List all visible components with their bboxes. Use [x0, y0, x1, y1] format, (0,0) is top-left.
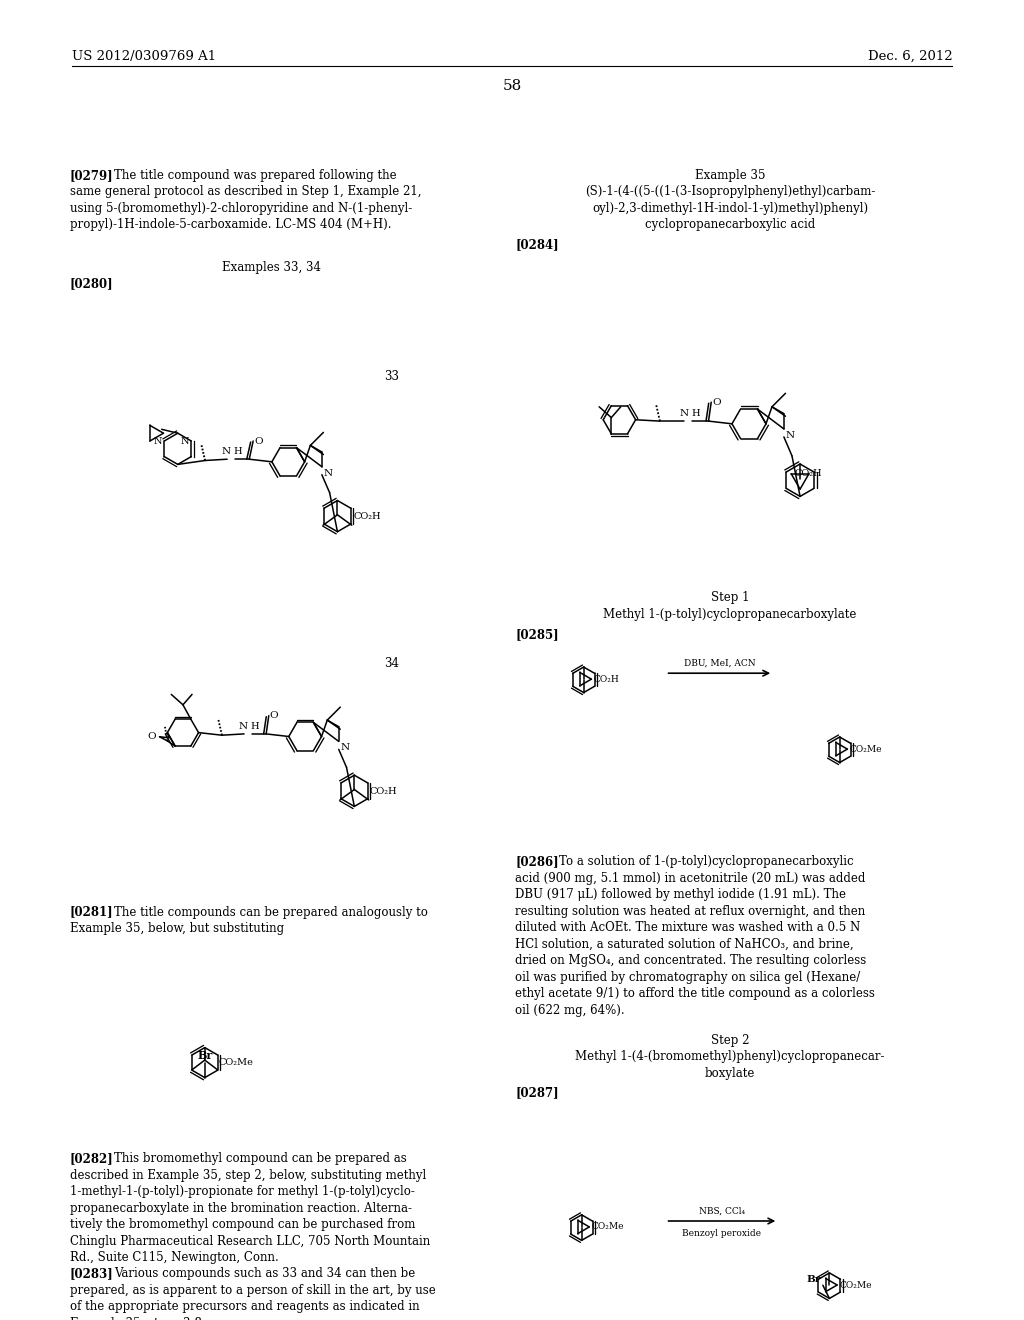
Text: [0280]: [0280]	[70, 277, 114, 290]
Text: This bromomethyl compound can be prepared as: This bromomethyl compound can be prepare…	[114, 1152, 407, 1166]
Text: Dec. 6, 2012: Dec. 6, 2012	[867, 50, 952, 63]
Text: Methyl 1-(4-(bromomethyl)phenyl)cyclopropanecar-: Methyl 1-(4-(bromomethyl)phenyl)cyclopro…	[575, 1051, 885, 1063]
Text: (S)-1-(4-((5-((1-(3-Isopropylphenyl)ethyl)carbam-: (S)-1-(4-((5-((1-(3-Isopropylphenyl)ethy…	[585, 186, 876, 198]
Text: H: H	[233, 447, 242, 457]
Text: using 5-(bromomethyl)-2-chloropyridine and N-(1-phenyl-: using 5-(bromomethyl)-2-chloropyridine a…	[70, 202, 412, 215]
Text: N: N	[181, 437, 189, 446]
Text: cyclopropanecarboxylic acid: cyclopropanecarboxylic acid	[645, 218, 815, 231]
Text: DBU (917 μL) followed by methyl iodide (1.91 mL). The: DBU (917 μL) followed by methyl iodide (…	[515, 888, 846, 902]
Text: prepared, as is apparent to a person of skill in the art, by use: prepared, as is apparent to a person of …	[70, 1283, 435, 1296]
Text: N: N	[221, 447, 230, 457]
Text: DBU, MeI, ACN: DBU, MeI, ACN	[684, 659, 755, 667]
Text: 1-methyl-1-(p-tolyl)-propionate for methyl 1-(p-tolyl)cyclo-: 1-methyl-1-(p-tolyl)-propionate for meth…	[70, 1185, 415, 1199]
Text: CO₂Me: CO₂Me	[839, 1280, 871, 1290]
Text: Benzoyl peroxide: Benzoyl peroxide	[682, 1229, 762, 1238]
Text: propyl)-1H-indole-5-carboxamide. LC-MS 404 (M+H).: propyl)-1H-indole-5-carboxamide. LC-MS 4…	[70, 218, 391, 231]
Text: 33: 33	[384, 370, 399, 383]
Text: CO₂H: CO₂H	[370, 787, 397, 796]
Text: Chinglu Pharmaceutical Research LLC, 705 North Mountain: Chinglu Pharmaceutical Research LLC, 705…	[70, 1234, 430, 1247]
Text: propanecarboxylate in the bromination reaction. Alterna-: propanecarboxylate in the bromination re…	[70, 1201, 412, 1214]
Text: Example 35, below, but substituting: Example 35, below, but substituting	[70, 921, 284, 935]
Text: Example 35: Example 35	[695, 169, 765, 182]
Text: CO₂H: CO₂H	[353, 512, 381, 521]
Text: N: N	[680, 409, 689, 418]
Text: boxylate: boxylate	[705, 1067, 756, 1080]
Text: [0282]: [0282]	[70, 1152, 114, 1166]
Text: CO₂Me: CO₂Me	[591, 1222, 624, 1232]
Text: O: O	[713, 397, 721, 407]
Text: Various compounds such as 33 and 34 can then be: Various compounds such as 33 and 34 can …	[114, 1267, 415, 1280]
Text: N: N	[324, 469, 333, 478]
Text: Step 2: Step 2	[711, 1034, 750, 1047]
Text: NBS, CCl₄: NBS, CCl₄	[698, 1206, 745, 1216]
Text: H: H	[691, 409, 699, 418]
Text: described in Example 35, step 2, below, substituting methyl: described in Example 35, step 2, below, …	[70, 1170, 426, 1181]
Text: [0286]: [0286]	[515, 855, 559, 869]
Text: [0281]: [0281]	[70, 906, 114, 919]
Text: N: N	[341, 743, 350, 752]
Text: of the appropriate precursors and reagents as indicated in: of the appropriate precursors and reagen…	[70, 1300, 419, 1313]
Text: HCl solution, a saturated solution of NaHCO₃, and brine,: HCl solution, a saturated solution of Na…	[515, 937, 854, 950]
Text: [0287]: [0287]	[515, 1086, 559, 1100]
Text: diluted with AcOEt. The mixture was washed with a 0.5 N: diluted with AcOEt. The mixture was wash…	[515, 921, 860, 935]
Text: H: H	[250, 722, 259, 731]
Text: O: O	[146, 733, 156, 742]
Text: O: O	[254, 437, 263, 446]
Text: 34: 34	[384, 657, 399, 671]
Text: resulting solution was heated at reflux overnight, and then: resulting solution was heated at reflux …	[515, 906, 865, 917]
Text: oyl)-2,3-dimethyl-1H-indol-1-yl)methyl)phenyl): oyl)-2,3-dimethyl-1H-indol-1-yl)methyl)p…	[592, 202, 868, 215]
Text: US 2012/0309769 A1: US 2012/0309769 A1	[72, 50, 216, 63]
Text: [0285]: [0285]	[515, 628, 559, 640]
Text: Br: Br	[198, 1051, 212, 1061]
Text: N: N	[239, 722, 248, 731]
Text: Methyl 1-(p-tolyl)cyclopropanecarboxylate: Methyl 1-(p-tolyl)cyclopropanecarboxylat…	[603, 607, 857, 620]
Text: The title compound was prepared following the: The title compound was prepared followin…	[114, 169, 396, 182]
Text: same general protocol as described in Step 1, Example 21,: same general protocol as described in St…	[70, 186, 421, 198]
Text: CO₂Me: CO₂Me	[218, 1057, 253, 1067]
Text: O: O	[269, 711, 279, 721]
Text: Examples 33, 34: Examples 33, 34	[222, 261, 321, 275]
Text: [0283]: [0283]	[70, 1267, 114, 1280]
Text: oil (622 mg, 64%).: oil (622 mg, 64%).	[515, 1005, 625, 1016]
Text: tively the bromomethyl compound can be purchased from: tively the bromomethyl compound can be p…	[70, 1218, 415, 1232]
Text: [0279]: [0279]	[70, 169, 114, 182]
Text: To a solution of 1-(p-tolyl)cyclopropanecarboxylic: To a solution of 1-(p-tolyl)cyclopropane…	[559, 855, 854, 869]
Text: CO₂H: CO₂H	[593, 675, 620, 684]
Text: CO₂Me: CO₂Me	[849, 744, 882, 754]
Text: Rd., Suite C115, Newington, Conn.: Rd., Suite C115, Newington, Conn.	[70, 1251, 279, 1265]
Text: Step 1: Step 1	[711, 591, 750, 605]
Text: [0284]: [0284]	[515, 238, 559, 251]
Text: N: N	[154, 437, 162, 446]
Text: Br: Br	[807, 1275, 821, 1284]
Text: The title compounds can be prepared analogously to: The title compounds can be prepared anal…	[114, 906, 428, 919]
Text: N: N	[785, 430, 795, 440]
Text: Example 35, steps 3-8.: Example 35, steps 3-8.	[70, 1316, 205, 1320]
Text: CO₂H: CO₂H	[795, 469, 822, 478]
Text: acid (900 mg, 5.1 mmol) in acetonitrile (20 mL) was added: acid (900 mg, 5.1 mmol) in acetonitrile …	[515, 873, 865, 884]
Text: oil was purified by chromatography on silica gel (Hexane/: oil was purified by chromatography on si…	[515, 972, 860, 983]
Text: 58: 58	[503, 79, 521, 94]
Text: ethyl acetate 9/1) to afford the title compound as a colorless: ethyl acetate 9/1) to afford the title c…	[515, 987, 874, 1001]
Text: dried on MgSO₄, and concentrated. The resulting colorless: dried on MgSO₄, and concentrated. The re…	[515, 954, 866, 968]
